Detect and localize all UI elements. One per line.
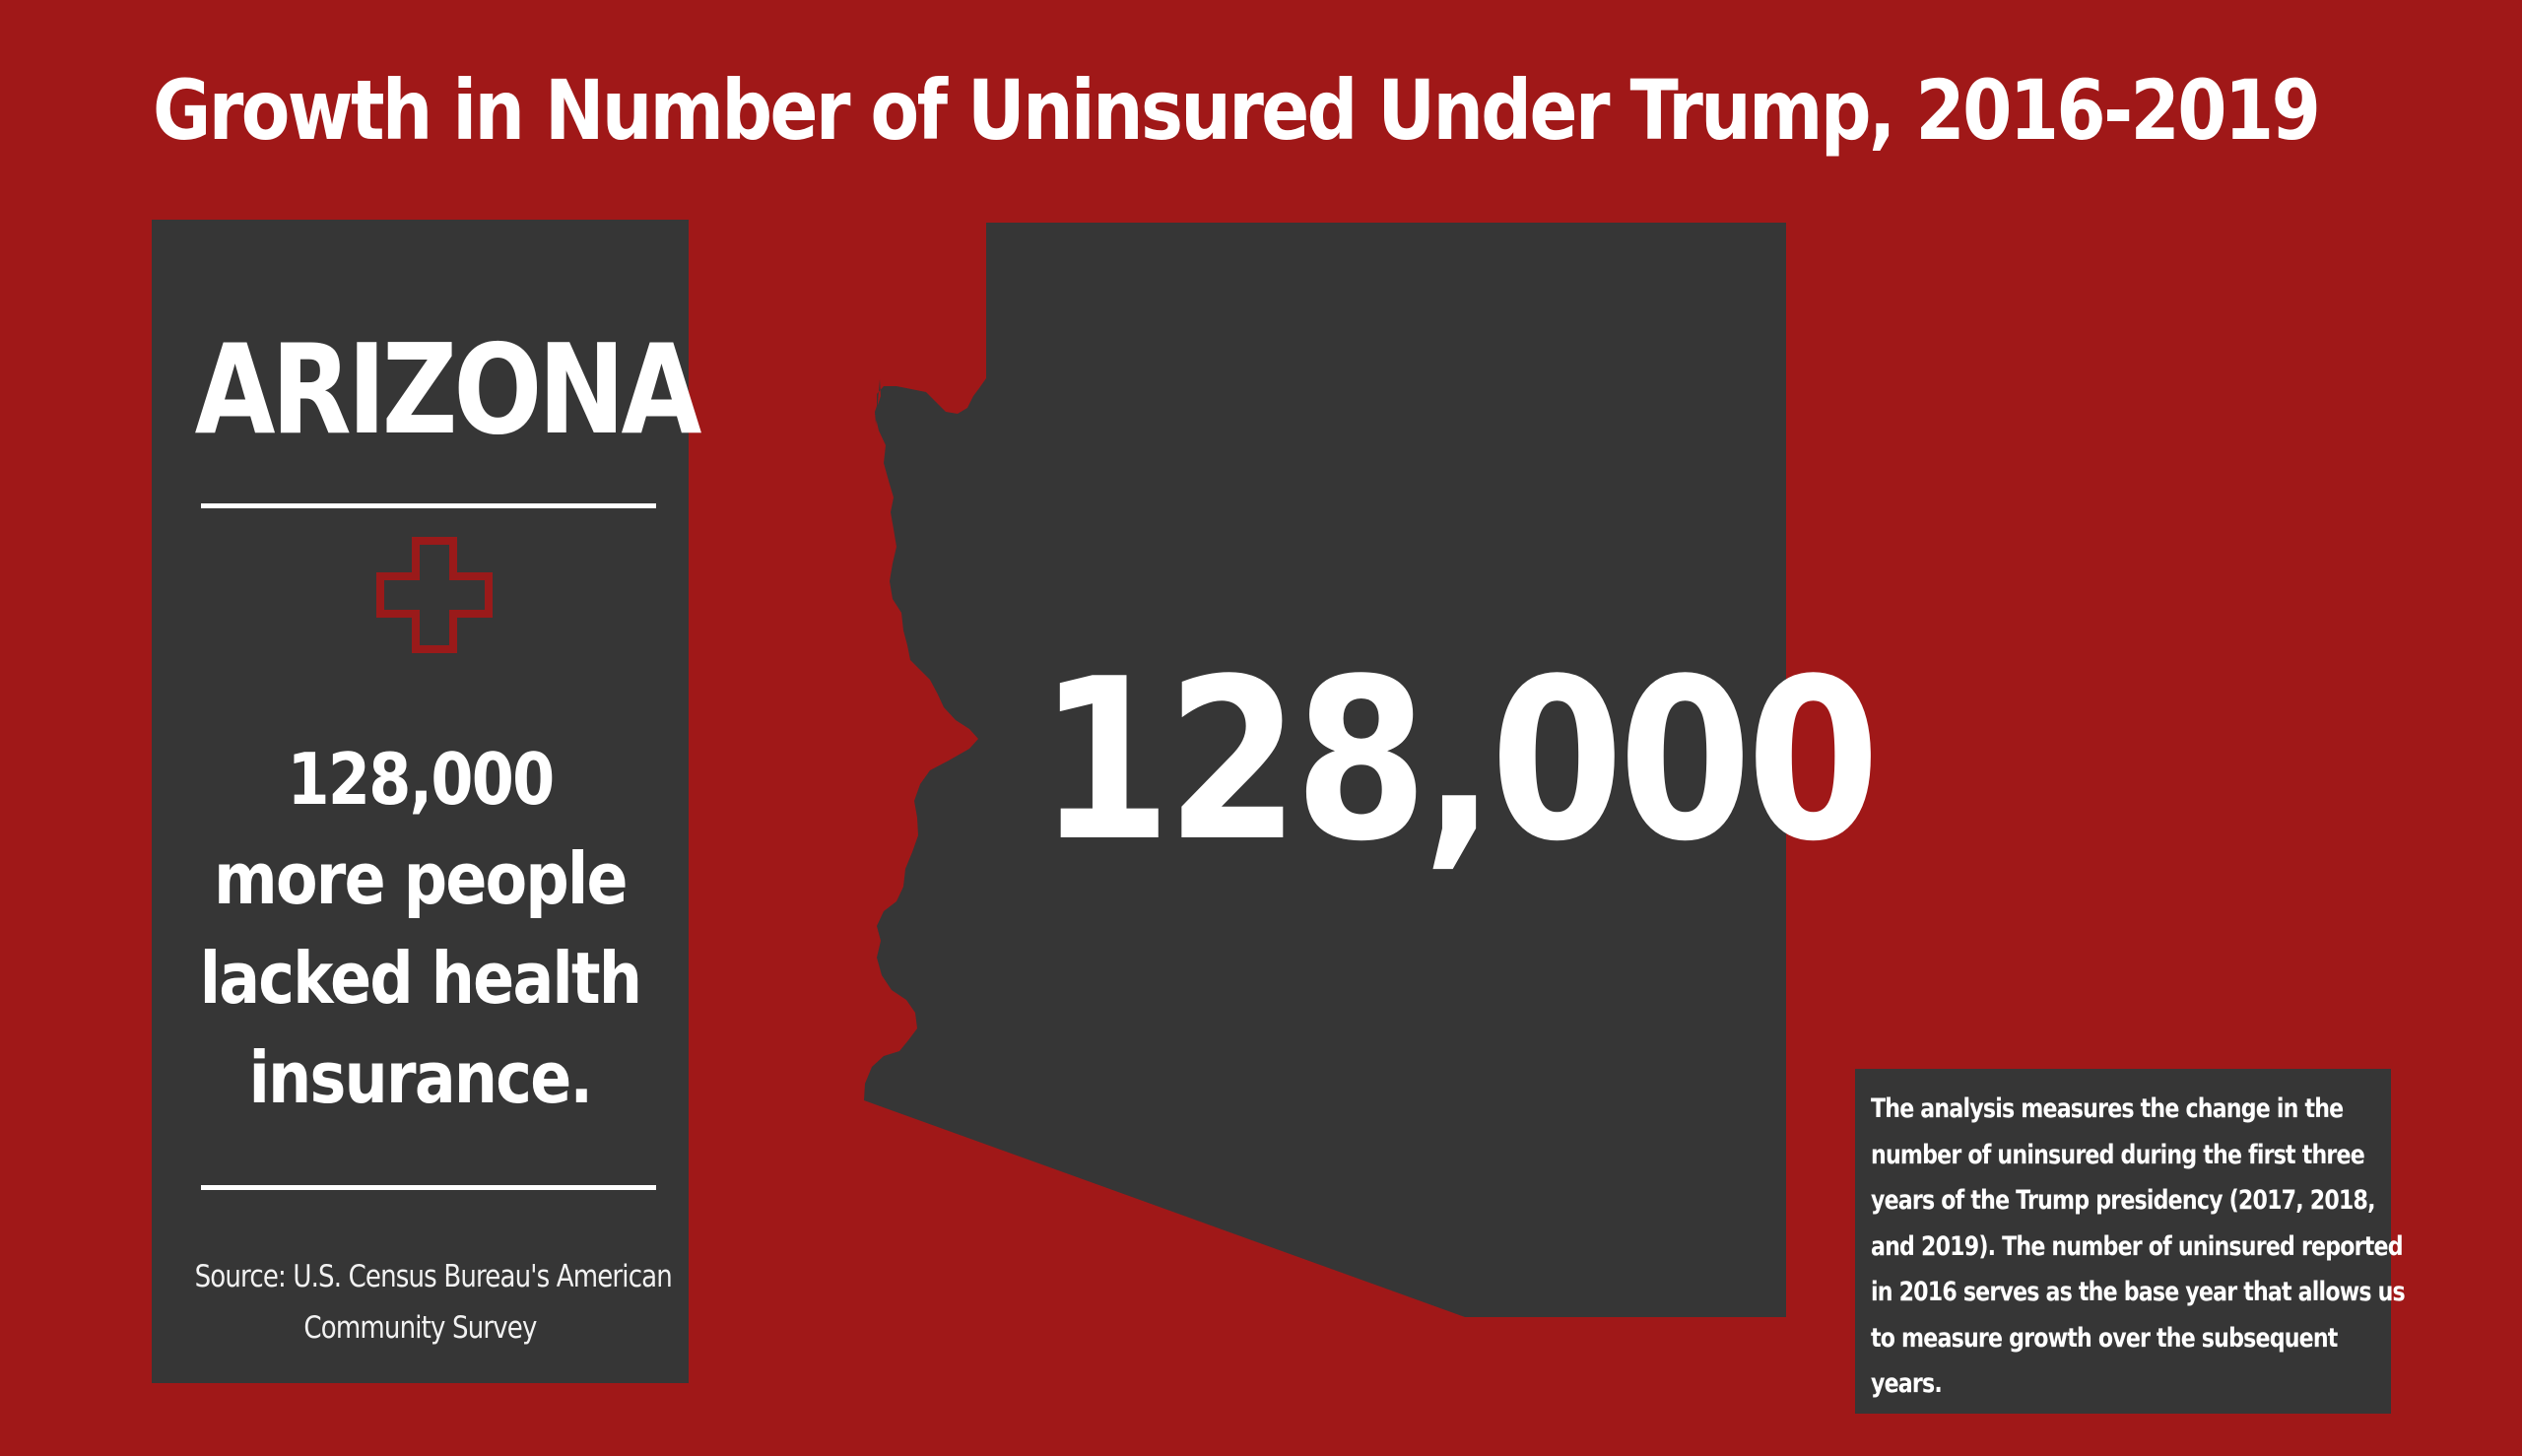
- state-name: ARIZONA: [194, 317, 702, 462]
- note-line: years of the Trump presidency (2017, 201…: [1871, 1185, 2375, 1216]
- statement-line: lacked health: [199, 937, 642, 1020]
- note-line: The analysis measures the change in the: [1871, 1093, 2344, 1124]
- source-citation: Source: U.S. Census Bureau's American Co…: [194, 1251, 673, 1354]
- uninsured-growth-value: 128,000: [1037, 631, 1880, 891]
- note-line: to measure growth over the subsequent: [1871, 1322, 2338, 1354]
- note-text: The analysis measures the change in the …: [1871, 1087, 2406, 1408]
- note-line: and 2019). The number of uninsured repor…: [1871, 1230, 2404, 1262]
- page-title: Growth in Number of Uninsured Under Trum…: [153, 62, 2321, 159]
- note-line: number of uninsured during the first thr…: [1871, 1139, 2365, 1170]
- statement-line: more people: [214, 837, 628, 920]
- divider-bottom: [201, 1185, 656, 1190]
- note-line: years.: [1871, 1368, 1943, 1399]
- methodology-note: The analysis measures the change in the …: [1855, 1069, 2406, 1414]
- statement-line: 128,000: [287, 738, 556, 821]
- source-line: Community Survey: [303, 1310, 537, 1346]
- state-info-panel: ARIZONA 128,000 more people lacked healt…: [152, 220, 702, 1383]
- medical-cross-icon: [376, 537, 493, 653]
- statement-text: 128,000 more people lacked health insura…: [189, 730, 651, 1128]
- divider-top: [201, 503, 656, 508]
- source-line: Source: U.S. Census Bureau's American: [194, 1259, 673, 1294]
- statement-line: insurance.: [248, 1036, 593, 1119]
- note-line: in 2016 serves as the base year that all…: [1871, 1277, 2406, 1307]
